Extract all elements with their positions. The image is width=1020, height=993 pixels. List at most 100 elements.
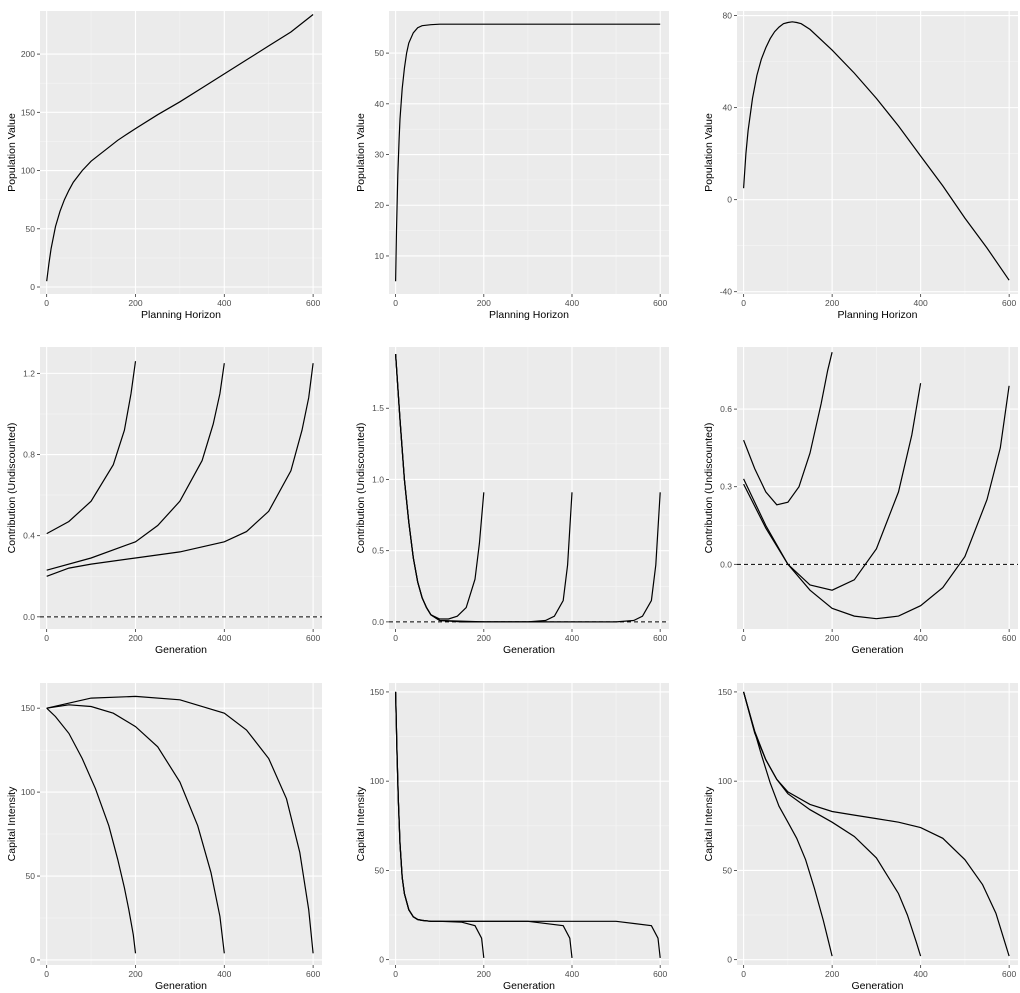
series-line-1 [46,707,137,954]
x-tick-label: 600 [306,633,320,643]
y-tick-label: 50 [723,865,733,875]
plot-background [40,683,322,965]
x-tick-label: 400 [217,633,231,643]
x-tick-label: 400 [914,969,928,979]
plot-background [389,347,669,629]
y-tick-label: 50 [26,224,36,234]
x-tick-label: 600 [653,969,667,979]
y-axis-title: Capital Intensity [703,786,715,861]
x-tick-label: 200 [128,633,142,643]
plot-background [40,347,322,629]
x-tick-label: 600 [653,298,667,308]
x-axis-title: Generation [503,980,555,992]
x-tick-label: 0 [44,969,49,979]
x-tick-label: 0 [393,298,398,308]
x-axis-title: Generation [852,980,904,992]
x-axis-title: Planning Horizon [838,309,918,321]
y-tick-label: 40 [375,99,385,109]
x-tick-label: 200 [128,298,142,308]
y-tick-label: 50 [26,871,36,881]
x-tick-label: 200 [825,298,839,308]
y-tick-label: 0 [30,955,35,965]
series-line-2 [46,704,225,954]
y-tick-label: 50 [375,48,385,58]
y-tick-label: 30 [375,150,385,160]
plot-background [389,11,669,294]
series-line-3 [743,385,1010,620]
y-tick-label: 0.4 [23,531,35,541]
x-tick-label: 200 [128,969,142,979]
y-tick-label: 10 [375,251,385,261]
series-line-3 [395,354,661,623]
y-tick-label: 0 [727,955,732,965]
y-tick-label: 0.3 [720,482,732,492]
plot-background [389,683,669,965]
x-tick-label: 0 [393,969,398,979]
series-line-1 [743,691,833,957]
y-tick-label: 200 [21,49,35,59]
y-tick-label: 100 [370,776,384,786]
x-tick-label: 600 [1002,633,1016,643]
y-tick-label: 0 [30,282,35,292]
y-tick-label: 0.6 [720,404,732,414]
x-tick-label: 0 [741,969,746,979]
x-tick-label: 400 [565,969,579,979]
x-axis-title: Planning Horizon [489,309,569,321]
y-axis-title: Contribution (Undiscounted) [355,423,367,554]
x-tick-label: 400 [914,633,928,643]
y-tick-label: 0.0 [720,559,732,569]
x-tick-label: 400 [565,633,579,643]
y-tick-label: 80 [723,11,733,21]
y-tick-label: 0.5 [372,546,384,556]
chart-panel-7: 0 200 400 600 0 50 100 150 Generation Capital Int… [6,683,322,992]
x-tick-label: 0 [741,298,746,308]
x-tick-label: 600 [1002,969,1016,979]
x-tick-label: 200 [477,298,491,308]
y-tick-label: 1.0 [372,474,384,484]
x-tick-label: 200 [477,633,491,643]
x-axis-title: Generation [155,980,207,992]
x-axis-title: Generation [503,644,555,656]
y-tick-label: 0.0 [23,612,35,622]
x-tick-label: 0 [44,298,49,308]
y-tick-label: 0.0 [372,617,384,627]
series-line-1 [395,23,661,282]
x-tick-label: 400 [565,298,579,308]
series-line-2 [46,363,225,571]
series-line-1 [46,361,137,535]
y-tick-label: 100 [21,166,35,176]
chart-panel-5: 0 200 400 600 0.0 0.5 1.0 1.5 Generation Contribu… [355,347,669,656]
x-axis-title: Generation [155,644,207,656]
chart-panel-2: 0 200 400 600 10 20 30 40 50 Planning Horizon Popu… [355,11,669,321]
series-line-3 [46,695,314,954]
y-tick-label: 0 [379,955,384,965]
series-line-1 [743,352,833,506]
x-tick-label: 400 [217,969,231,979]
plot-background [737,683,1018,965]
y-tick-label: -40 [720,287,733,297]
x-tick-label: 0 [44,633,49,643]
x-tick-label: 600 [1002,298,1016,308]
x-tick-label: 400 [914,298,928,308]
y-axis-title: Population Value [6,113,18,192]
y-axis-title: Contribution (Undiscounted) [703,423,715,554]
y-tick-label: 0.8 [23,450,35,460]
series-line-3 [46,363,314,577]
x-tick-label: 600 [306,298,320,308]
plot-background [737,347,1018,629]
y-tick-label: 40 [723,103,733,113]
y-tick-label: 100 [718,776,732,786]
series-line-2 [743,383,922,591]
series-line-1 [743,21,1010,281]
y-tick-label: 100 [21,787,35,797]
y-axis-title: Capital Intensity [6,786,18,861]
y-tick-label: 150 [718,687,732,697]
y-axis-title: Contribution (Undiscounted) [6,423,18,554]
y-tick-label: 150 [370,687,384,697]
y-axis-title: Population Value [703,113,715,192]
plot-background [737,11,1018,294]
x-tick-label: 400 [217,298,231,308]
y-axis-title: Population Value [355,113,367,192]
chart-panel-4: 0 200 400 600 0.0 0.4 0.8 1.2 Generation Contribu… [6,347,322,656]
